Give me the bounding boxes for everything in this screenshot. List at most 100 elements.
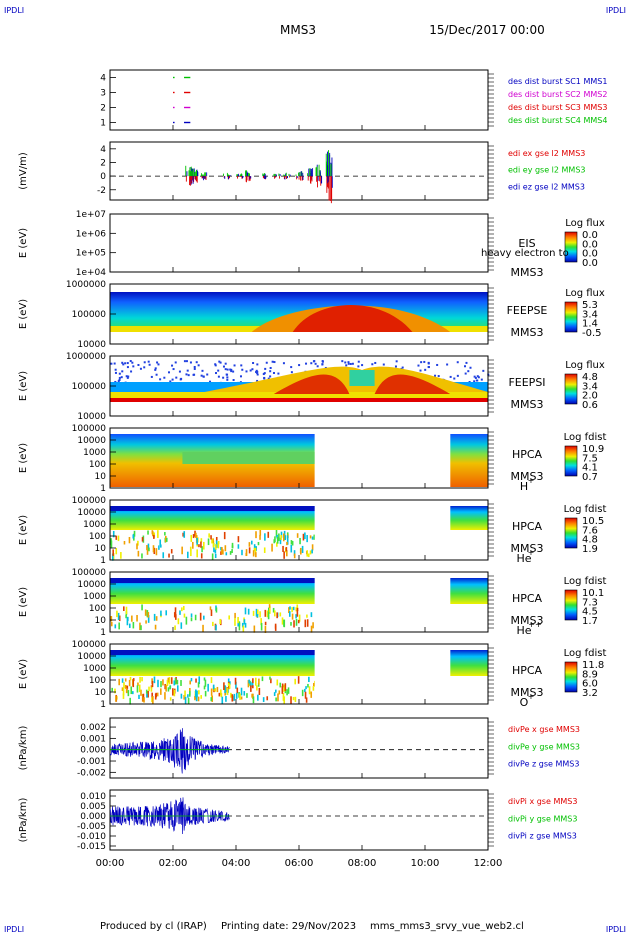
feepsi-noise-pixel	[157, 363, 160, 366]
hpca_o-speckle	[180, 693, 183, 699]
hpca_he-colorbar-tick: 4.8	[582, 535, 598, 546]
hpca_he-speckle	[128, 536, 131, 544]
hpca_he-speckle	[224, 545, 227, 552]
feepse-colorbar-tick: 5.3	[582, 300, 598, 311]
hpca_o-speckle	[214, 688, 217, 692]
hpca_o-speckle	[188, 690, 191, 697]
hpca_he-speckle	[291, 541, 294, 546]
hpca_he2-speckle	[256, 614, 259, 618]
hpca_he2-speckle	[238, 622, 241, 631]
hpca_o-speckle	[252, 696, 255, 704]
hpca_he-speckle	[164, 532, 166, 536]
hpca_o-speckle	[166, 679, 169, 687]
divpi-ytick-label: -0.015	[77, 842, 106, 852]
hpca_he-ytick-label: 1000	[83, 520, 106, 530]
hpca_o-speckle	[273, 692, 276, 697]
divpi-frame	[109, 789, 489, 851]
hpca_o-speckle	[195, 689, 197, 698]
hpca_he2-speckle	[228, 615, 230, 620]
divpi-ylabel: (nPa/km)	[18, 798, 29, 843]
hpca_o-speckle	[184, 696, 187, 705]
feepsi-noise-pixel	[357, 360, 360, 363]
feepsi-noise-pixel	[357, 365, 360, 368]
hpca_he-speckle	[182, 532, 184, 537]
feepsi-noise-pixel	[269, 375, 272, 378]
feepsi-noise-pixel	[206, 373, 209, 376]
feepsi-noise-pixel	[178, 370, 181, 373]
edi-ytick-label: -2	[97, 186, 106, 196]
hpca_h-ylabel: E (eV)	[18, 443, 29, 473]
feepsi-noise-pixel	[434, 374, 437, 377]
hpca_he-speckle	[148, 547, 150, 552]
hpca_o-speckle	[122, 687, 125, 696]
hpca_he-speckle	[210, 535, 212, 540]
feepsi-noise-pixel	[147, 360, 150, 363]
hpca_he2-species-label: He	[516, 624, 531, 637]
feepsi-noise-pixel	[263, 377, 266, 380]
feepsi-noise-pixel	[374, 361, 377, 364]
feepsi-noise-pixel	[167, 371, 170, 374]
feepsi-noise-pixel	[267, 377, 270, 380]
hpca_he2-speckle	[234, 618, 236, 626]
hpca_he-speckle	[168, 553, 170, 558]
hpca_o-ylabel: E (eV)	[18, 659, 29, 689]
hpca_he2-speckle	[114, 624, 117, 629]
hpca_he2-colorbar-tick: 1.7	[582, 616, 598, 627]
hpca_o-speckle	[160, 681, 162, 688]
hpca_o-speckle	[233, 693, 236, 701]
hpca_he-speckle	[286, 535, 289, 540]
hpca_he-speckle	[190, 549, 192, 557]
feepsi-noise-pixel	[482, 369, 485, 372]
hpca_he2-speckle	[237, 622, 240, 627]
hpca_he2-speckle	[136, 614, 138, 622]
hpca_he2-speckle	[190, 617, 193, 622]
divpi-legend-entry: divPi z gse MMS3	[508, 832, 577, 841]
feepsi-noise-pixel	[193, 373, 196, 376]
hpca_he2-colorbar-tick: 7.3	[582, 597, 598, 608]
feepsi-colorbar-tick: 0.6	[582, 400, 598, 411]
feepsi-noise-pixel	[117, 380, 120, 383]
divpi-ytick-label: 0.000	[80, 812, 106, 822]
hpca_he-speckle	[267, 531, 270, 538]
hpca_o-speckle	[312, 682, 315, 687]
hpca_o-speckle	[132, 679, 135, 688]
hpca_he-speckle	[231, 549, 233, 554]
feepsi-noise-pixel	[214, 363, 217, 366]
hpca_he-speckle	[285, 550, 288, 557]
hpca_he-speckle	[196, 549, 198, 558]
hpca_he2-speckle	[293, 620, 295, 628]
edi-ytick-label: 0	[100, 172, 106, 182]
hpca_he-panel: 100000 10000 1000 100 10 1 E (eV) Log fdist10.5…	[18, 496, 606, 566]
burst-legend-entry: des dist burst SC1 MMS1	[508, 77, 607, 86]
hpca_o-speckle	[172, 688, 174, 696]
hpca_he-speckle	[245, 549, 248, 556]
footer-produced-by: Produced by cl (IRAP)	[100, 921, 207, 932]
hpca_h-species-label: H	[520, 480, 528, 493]
feepsi-noise-pixel	[226, 376, 229, 379]
hpca_he2-speckle	[297, 619, 300, 624]
hpca_o-speckle	[127, 690, 130, 697]
burst-ytick-label: 2	[100, 104, 106, 114]
feepsi-noise-pixel	[124, 362, 127, 365]
hpca_o-panel: 100000 10000 1000 100 10 1 E (eV) Log fdist11.8…	[18, 640, 606, 710]
hpca_o-speckle	[190, 678, 193, 682]
feepsi-noise-pixel	[226, 373, 229, 376]
divpi-ytick-label: 0.005	[80, 802, 106, 812]
feepsi-noise-pixel	[197, 364, 200, 367]
hpca_he-ytick-label: 10	[95, 544, 107, 554]
hpca_he2-charge-label: ++	[528, 620, 541, 629]
hpca_h-ytick-label: 10	[95, 472, 107, 482]
hpca_o-speckle	[235, 681, 237, 689]
edi-legend-entry: edi ez gse l2 MMS3	[508, 182, 585, 191]
hpca_he-speckle	[282, 533, 285, 542]
hpca_he-speckle	[280, 531, 283, 538]
hpca_he-speckle	[132, 534, 135, 539]
hpca_h-ytick-label: 10000	[77, 436, 106, 446]
feepsi-noise-pixel	[282, 362, 285, 365]
hpca_o-speckle	[123, 682, 125, 688]
eis-frame	[109, 213, 489, 273]
feepsi-noise-pixel	[129, 360, 132, 363]
hpca_o-colorbar-tick: 11.8	[582, 660, 604, 671]
hpca_he-speckle	[158, 545, 160, 550]
hpca_he2-speckle	[289, 606, 291, 610]
